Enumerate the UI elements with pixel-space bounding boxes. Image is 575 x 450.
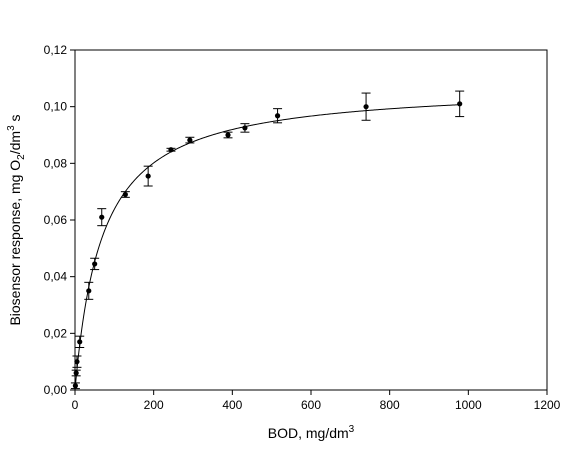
point-marker (145, 173, 151, 179)
x-axis-label-text: BOD, mg/dm (268, 425, 349, 441)
data-point (223, 131, 233, 139)
y-tick-label: 0,06 (44, 213, 68, 227)
x-tick-label: 600 (301, 398, 321, 412)
point-marker (73, 370, 79, 376)
data-point (273, 108, 283, 124)
x-tick-label: 200 (144, 398, 164, 412)
point-marker (168, 147, 174, 153)
x-tick-label: 0 (72, 398, 79, 412)
point-marker (242, 125, 248, 131)
x-tick-label: 400 (222, 398, 242, 412)
data-point (120, 191, 130, 198)
data-point (455, 90, 465, 118)
y-tick-label: 0,10 (44, 100, 68, 114)
y-axis-label-part: s (7, 114, 23, 125)
y-tick-label: 0,00 (44, 383, 68, 397)
point-marker (363, 104, 369, 110)
plot-frame (74, 49, 548, 391)
point-marker (92, 261, 98, 267)
y-axis: 0,00 0,02 0,04 0,06 0,08 0,10 0,12 (44, 43, 75, 397)
data-point (75, 335, 85, 348)
plot-area (74, 49, 548, 391)
data-point (84, 281, 94, 300)
y-axis-label: Biosensor response, mg O2/dm3 s (6, 114, 27, 325)
point-marker (122, 191, 128, 198)
x-tick-label: 1200 (534, 398, 561, 412)
x-axis: 0 200 400 600 800 1000 1200 (72, 390, 561, 412)
y-tick-label: 0,08 (44, 156, 68, 170)
data-series (70, 90, 465, 390)
point-marker (457, 101, 463, 107)
data-point (90, 257, 100, 271)
point-marker (74, 359, 80, 365)
x-tick-label: 800 (380, 398, 400, 412)
y-axis-label-part: Biosensor response, mg O (7, 160, 23, 326)
data-point (361, 92, 371, 121)
point-marker (225, 132, 231, 138)
data-point (72, 355, 82, 368)
fit-curve (74, 104, 461, 391)
point-marker (99, 214, 105, 220)
point-marker (86, 288, 92, 294)
x-axis-label: BOD, mg/dm3 (268, 424, 355, 441)
data-point (240, 123, 250, 133)
point-marker (77, 339, 83, 345)
data-point (185, 136, 195, 144)
x-tick-label: 1000 (455, 398, 482, 412)
y-tick-label: 0,02 (44, 326, 68, 340)
y-axis-label-part: 2 (16, 154, 27, 160)
point-marker (72, 383, 78, 389)
data-point (97, 208, 107, 227)
point-marker (274, 113, 281, 119)
data-point (71, 369, 81, 377)
data-point (70, 382, 80, 390)
y-tick-label: 0,04 (44, 270, 68, 284)
y-tick-label: 0,12 (44, 43, 68, 57)
data-point (166, 147, 176, 153)
x-axis-label-sup: 3 (349, 424, 355, 435)
data-point (143, 165, 153, 187)
y-axis-label-part: 3 (6, 125, 17, 131)
y-axis-label-part: /dm (7, 131, 23, 154)
point-marker (187, 137, 193, 143)
